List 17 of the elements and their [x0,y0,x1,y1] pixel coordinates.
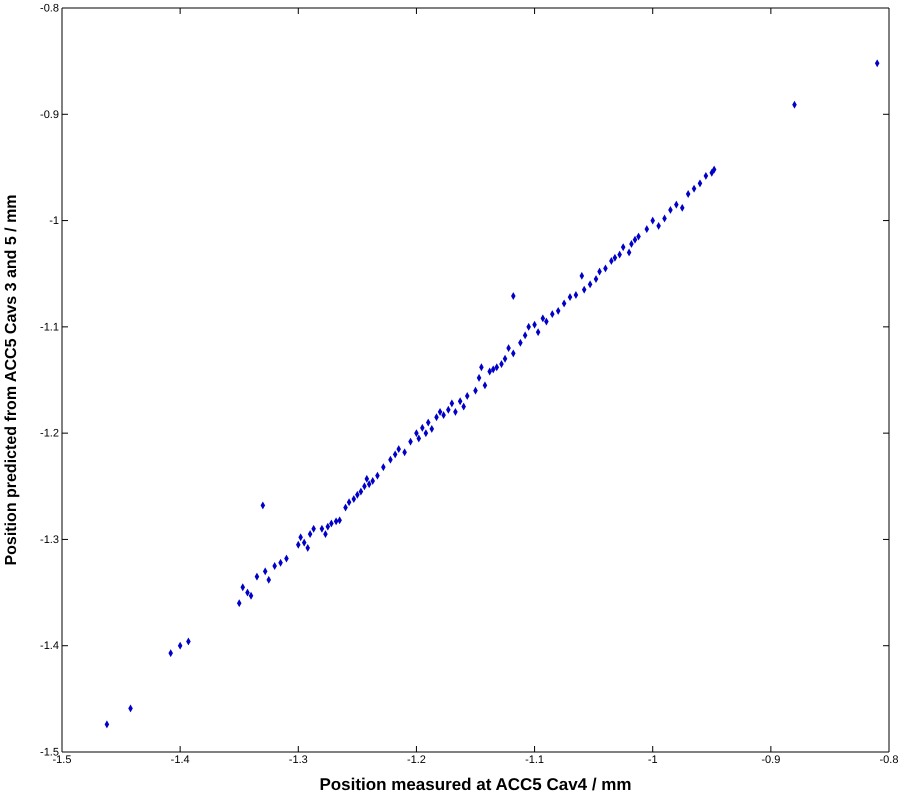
y-tick-label: -0.8 [40,2,59,15]
y-tick-label: -1.3 [40,534,59,546]
x-tick-label: -1.1 [525,754,544,766]
x-axis-title: Position measured at ACC5 Cav4 / mm [319,775,632,794]
y-tick-label: -1.2 [40,428,59,440]
x-tick-label: -1 [648,754,658,766]
x-tick-label: -0.9 [761,754,780,766]
x-tick-label: -0.8 [880,754,898,766]
y-axis-title: Position predicted from ACC5 Cavs 3 and 5 / mm [3,194,20,566]
x-tick-label: -1.5 [52,754,72,766]
y-tick-label: -1.1 [40,321,59,334]
y-tick-label: -1.4 [40,640,59,652]
y-tick-label: -1 [49,215,59,228]
x-tick-label: -1.2 [406,754,426,766]
x-tick-label: -1.4 [170,754,190,766]
x-tick-label: -1.3 [288,754,308,766]
y-tick-label: -0.9 [40,108,59,121]
